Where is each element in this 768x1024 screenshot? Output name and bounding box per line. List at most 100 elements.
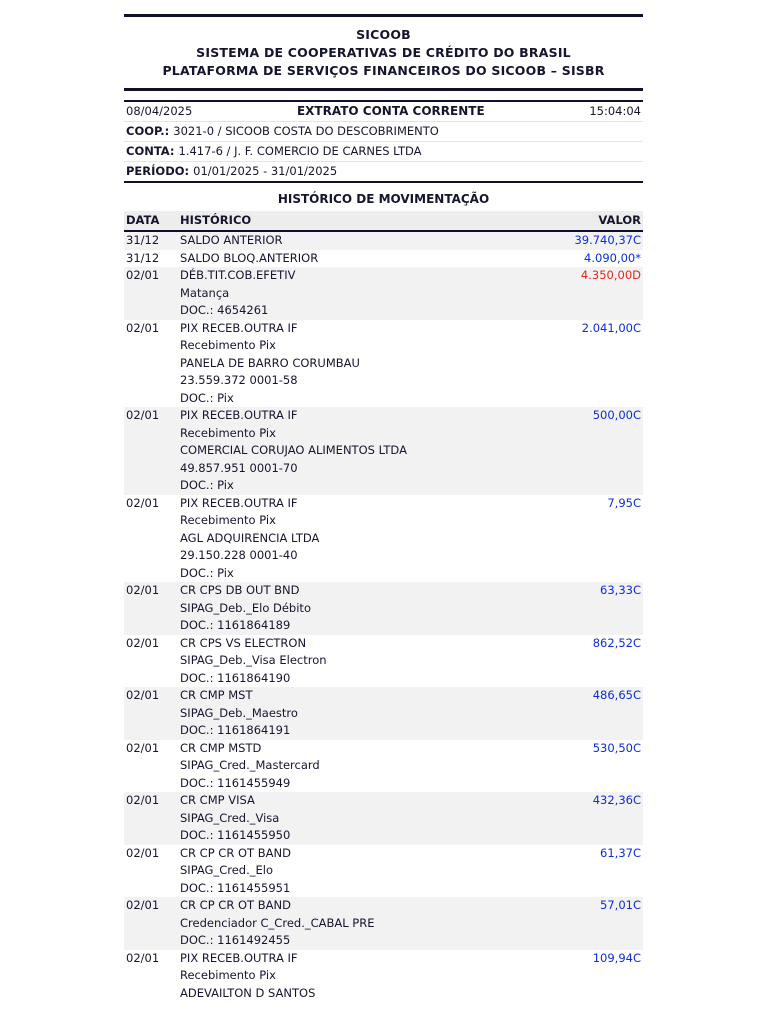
txn-date — [124, 355, 180, 373]
txn-value: 432,36C — [592, 793, 641, 807]
transaction-line: DOC.: Pix — [124, 477, 643, 495]
transaction-line: SIPAG_Deb._Maestro — [124, 705, 643, 723]
txn-value: 57,01C — [600, 898, 641, 912]
transaction-line: 02/01 CR CP CR OT BAND 61,37C — [124, 845, 643, 863]
transaction-line: 49.857.951 0001-70 — [124, 460, 643, 478]
txn-value — [533, 442, 643, 460]
period-label: PERÍODO: — [126, 164, 190, 178]
txn-date — [124, 705, 180, 723]
table-header-row: DATA HISTÓRICO VALOR — [124, 211, 643, 232]
txn-date: 31/12 — [126, 250, 160, 265]
transaction-line: 02/01 CR CPS DB OUT BND 63,33C — [124, 582, 643, 600]
txn-date — [124, 477, 180, 495]
txn-date: 02/01 — [126, 898, 160, 912]
transactions-list: 31/12 SALDO ANTERIOR 39.740,37C 31/12 SALDO … — [124, 232, 643, 1002]
txn-value — [533, 652, 643, 670]
txn-value: 862,52C — [592, 635, 641, 650]
txn-value — [533, 530, 643, 548]
txn-date: 02/01 — [126, 688, 160, 702]
txn-value: 530,50C — [592, 740, 641, 755]
transaction-line: SIPAG_Deb._Visa Electron — [124, 652, 643, 670]
transaction-line: COMERCIAL CORUJAO ALIMENTOS LTDA — [124, 442, 643, 460]
txn-value: 109,94C — [592, 950, 641, 965]
txn-value — [533, 705, 643, 723]
txn-detail: 49.857.951 0001-70 — [180, 460, 298, 475]
txn-detail: SIPAG_Cred._Mastercard — [180, 758, 320, 772]
txn-detail: Recebimento Pix — [180, 513, 276, 527]
bank-header: SICOOB SISTEMA DE COOPERATIVAS DE CRÉDIT… — [124, 14, 643, 91]
transaction-line: SIPAG_Cred._Visa — [124, 810, 643, 828]
txn-detail: SIPAG_Deb._Elo Débito — [180, 600, 311, 615]
coop-value: 3021-0 / SICOOB COSTA DO DESCOBRIMENTO — [173, 124, 439, 138]
transaction-line: DOC.: 1161864190 — [124, 670, 643, 688]
txn-value — [533, 985, 643, 1003]
transaction-line: DOC.: 1161455951 — [124, 880, 643, 898]
txn-detail: Credenciador C_Cred._CABAL PRE — [180, 915, 375, 930]
txn-detail: Recebimento Pix — [180, 338, 276, 352]
statement-time: 15:04:04 — [589, 104, 641, 118]
txn-value — [533, 827, 643, 845]
transaction-line: 02/01 CR CMP VISA 432,36C — [124, 792, 643, 810]
transaction-line: SIPAG_Deb._Elo Débito — [124, 600, 643, 618]
txn-detail: DOC.: 1161492455 — [180, 933, 291, 947]
statement-title-row: 08/04/2025 EXTRATO CONTA CORRENTE 15:04:… — [124, 102, 643, 122]
column-header-history: HISTÓRICO — [180, 213, 252, 227]
transaction-line: DOC.: 1161492455 — [124, 932, 643, 950]
txn-description: CR CMP MST — [180, 688, 253, 702]
txn-description: PIX RECEB.OUTRA IF — [180, 495, 298, 510]
transaction-line: DOC.: 1161455950 — [124, 827, 643, 845]
txn-date — [124, 810, 180, 828]
account-label: CONTA: — [126, 144, 175, 158]
statement-date: 08/04/2025 — [126, 104, 193, 118]
txn-date: 02/01 — [126, 268, 160, 282]
transaction-line: Credenciador C_Cred._CABAL PRE — [124, 915, 643, 933]
txn-value: 486,65C — [592, 688, 641, 702]
transaction-line: SIPAG_Cred._Elo — [124, 862, 643, 880]
txn-date — [124, 722, 180, 740]
txn-date — [124, 600, 180, 618]
txn-value — [533, 880, 643, 898]
txn-date — [124, 967, 180, 985]
txn-date — [124, 757, 180, 775]
txn-detail: SIPAG_Cred._Visa — [180, 810, 280, 825]
column-header-value: VALOR — [598, 213, 641, 227]
txn-date — [124, 302, 180, 320]
txn-value — [533, 460, 643, 478]
transaction-line: PANELA DE BARRO CORUMBAU — [124, 355, 643, 373]
txn-value — [533, 337, 643, 355]
txn-value — [533, 722, 643, 740]
txn-value — [533, 775, 643, 793]
transaction-line: SIPAG_Cred._Mastercard — [124, 757, 643, 775]
txn-value — [533, 810, 643, 828]
txn-date — [124, 827, 180, 845]
txn-date — [124, 932, 180, 950]
transaction-line: 31/12 SALDO BLOQ.ANTERIOR 4.090,00* — [124, 250, 643, 268]
txn-date: 02/01 — [126, 635, 160, 650]
transaction-row: 02/01 CR CMP VISA 432,36C SIPAG_Cred._Visa D… — [124, 792, 643, 845]
txn-value — [533, 862, 643, 880]
transaction-line: 02/01 PIX RECEB.OUTRA IF 109,94C — [124, 950, 643, 968]
txn-value — [533, 547, 643, 565]
txn-date — [124, 512, 180, 530]
transaction-row: 02/01 PIX RECEB.OUTRA IF 500,00C Recebiment… — [124, 407, 643, 495]
txn-date: 02/01 — [126, 793, 160, 807]
txn-detail: 29.150.228 0001-40 — [180, 548, 298, 562]
txn-date — [124, 390, 180, 408]
txn-value — [533, 565, 643, 583]
txn-detail: AGL ADQUIRENCIA LTDA — [180, 530, 320, 545]
txn-detail: PANELA DE BARRO CORUMBAU — [180, 355, 360, 370]
txn-date — [124, 775, 180, 793]
transaction-row: 02/01 CR CMP MST 486,65C SIPAG_Deb._Maestro… — [124, 687, 643, 740]
txn-description: PIX RECEB.OUTRA IF — [180, 408, 298, 422]
txn-value: 7,95C — [607, 495, 641, 510]
transaction-line: 02/01 CR CMP MSTD 530,50C — [124, 740, 643, 758]
transaction-line: ADEVAILTON D SANTOS — [124, 985, 643, 1003]
transaction-line: 02/01 DÉB.TIT.COB.EFETIV 4.350,00D — [124, 267, 643, 285]
txn-date — [124, 652, 180, 670]
txn-value — [533, 967, 643, 985]
txn-date — [124, 460, 180, 478]
txn-detail: DOC.: 1161864190 — [180, 670, 291, 685]
txn-detail: 23.559.372 0001-58 — [180, 373, 298, 387]
txn-date — [124, 670, 180, 688]
txn-date: 02/01 — [126, 495, 160, 510]
